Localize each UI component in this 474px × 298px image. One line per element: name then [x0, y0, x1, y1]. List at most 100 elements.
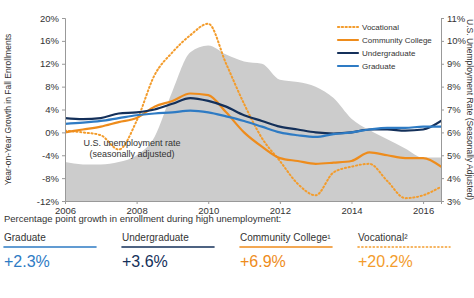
y-axis-title: Year-on-Year Growth in Fall Enrollments	[3, 34, 13, 186]
line	[65, 93, 441, 166]
tick: 20%	[40, 13, 65, 24]
legend-label: Graduate	[362, 62, 396, 71]
tick-mark	[62, 132, 65, 133]
tick-label: 0%	[45, 127, 59, 138]
tick-label: 12%	[40, 58, 60, 69]
tick-mark	[62, 110, 65, 111]
tick: -8%	[42, 173, 65, 184]
summary-name: Undergraduate	[122, 232, 189, 243]
tick: 9%	[441, 58, 461, 69]
tick-label: 2016	[413, 205, 434, 216]
legend-swatch	[338, 26, 358, 28]
plot-area	[65, 24, 441, 201]
summary-underline	[122, 246, 214, 248]
tick: 8%	[45, 81, 65, 92]
tick-label: 4%	[447, 173, 461, 184]
line	[65, 24, 441, 198]
tick: 4%	[45, 104, 65, 115]
tick-mark	[280, 201, 281, 204]
tick-label: 2014	[341, 205, 362, 216]
tick-mark	[441, 201, 444, 202]
tick-mark	[441, 64, 444, 65]
tick-label: 11%	[447, 13, 466, 24]
tick-mark	[62, 18, 65, 19]
tick-label: 9%	[447, 58, 461, 69]
line	[65, 111, 441, 137]
chart: 200620082010201220142016-12%-8%-4%0%4%8%…	[0, 0, 474, 298]
summary-name: Graduate	[4, 232, 46, 243]
tick-label: 8%	[447, 81, 461, 92]
tick-label: 8%	[45, 81, 59, 92]
tick: 11%	[441, 13, 466, 24]
summary: Percentage point growth in enrollment du…	[4, 213, 450, 270]
tick-mark	[62, 87, 65, 88]
tick-label: -4%	[42, 150, 59, 161]
tick: -4%	[42, 150, 65, 161]
summary-value: +2.3%	[4, 253, 50, 270]
tick-label: 10%	[447, 35, 467, 46]
tick-label: 20%	[40, 13, 60, 24]
tick-mark	[137, 201, 138, 204]
summary-value: +6.9%	[240, 253, 286, 270]
annotation: U.S. unemployment rate	[83, 138, 180, 148]
tick: -12%	[37, 196, 65, 207]
axis-line	[442, 19, 445, 202]
tick-label: 4%	[45, 104, 59, 115]
tick-mark	[441, 132, 444, 133]
tick-mark	[423, 201, 424, 204]
legend-swatch	[338, 52, 358, 54]
tick-label: 7%	[447, 104, 461, 115]
tick: 2016	[413, 201, 434, 216]
y-axis: -12% -8% -4% 0% 4% 8% 12% 16% 20%	[37, 13, 66, 207]
tick-mark	[441, 87, 444, 88]
summary-name: Community College¹	[240, 232, 331, 243]
tick: 0%	[45, 127, 65, 138]
tick-mark	[62, 178, 65, 179]
tick-label: 5%	[447, 150, 461, 161]
tick-mark	[441, 178, 444, 179]
tick: 2014	[341, 201, 362, 216]
tick: 10%	[441, 35, 467, 46]
tick: 7%	[441, 104, 461, 115]
tick-mark	[441, 18, 444, 19]
tick-label: -8%	[42, 173, 59, 184]
legend-label: Community College	[362, 36, 432, 45]
legend: Vocational Community College Undergraduate…	[338, 23, 432, 71]
tick-mark	[62, 201, 65, 202]
tick-label: 16%	[40, 35, 60, 46]
tick-mark	[62, 41, 65, 42]
summary-title: Percentage point growth in enrollment du…	[4, 213, 281, 224]
summary-value: +3.6%	[122, 253, 168, 270]
summary-underline	[358, 246, 450, 248]
tick-mark	[441, 110, 444, 111]
tick-label: 3%	[447, 196, 461, 207]
tick: 3%	[441, 196, 461, 207]
tick-mark	[208, 201, 209, 204]
legend-swatch	[338, 65, 358, 67]
summary-value: +20.2%	[358, 253, 413, 270]
tick: 12%	[40, 58, 65, 69]
summary-underline	[240, 246, 332, 248]
summary-underline	[4, 246, 96, 248]
tick: 5%	[441, 150, 461, 161]
tick-mark	[441, 41, 444, 42]
tick-label: 6%	[447, 127, 461, 138]
tick-mark	[62, 155, 65, 156]
y2-axis: 3% 4% 5% 6% 7% 8% 9% 10% 11%	[441, 13, 467, 207]
legend-label: Vocational	[362, 23, 399, 32]
tick-mark	[62, 64, 65, 65]
tick-label: -12%	[37, 196, 60, 207]
legend-label: Undergraduate	[362, 49, 416, 58]
tick-mark	[351, 201, 352, 204]
legend-swatch	[338, 39, 358, 41]
axis-line	[62, 19, 66, 202]
y2-axis-title: U.S. Unemployment Rate (Seasonally Adjus…	[465, 19, 474, 200]
axis-line	[66, 202, 442, 205]
tick-mark	[441, 155, 444, 156]
tick: 4%	[441, 173, 461, 184]
summary-name: Vocational²	[358, 232, 408, 243]
annotation: (seasonally adjusted)	[89, 149, 174, 159]
tick: 8%	[441, 81, 461, 92]
tick: 6%	[441, 127, 461, 138]
tick: 16%	[40, 35, 65, 46]
